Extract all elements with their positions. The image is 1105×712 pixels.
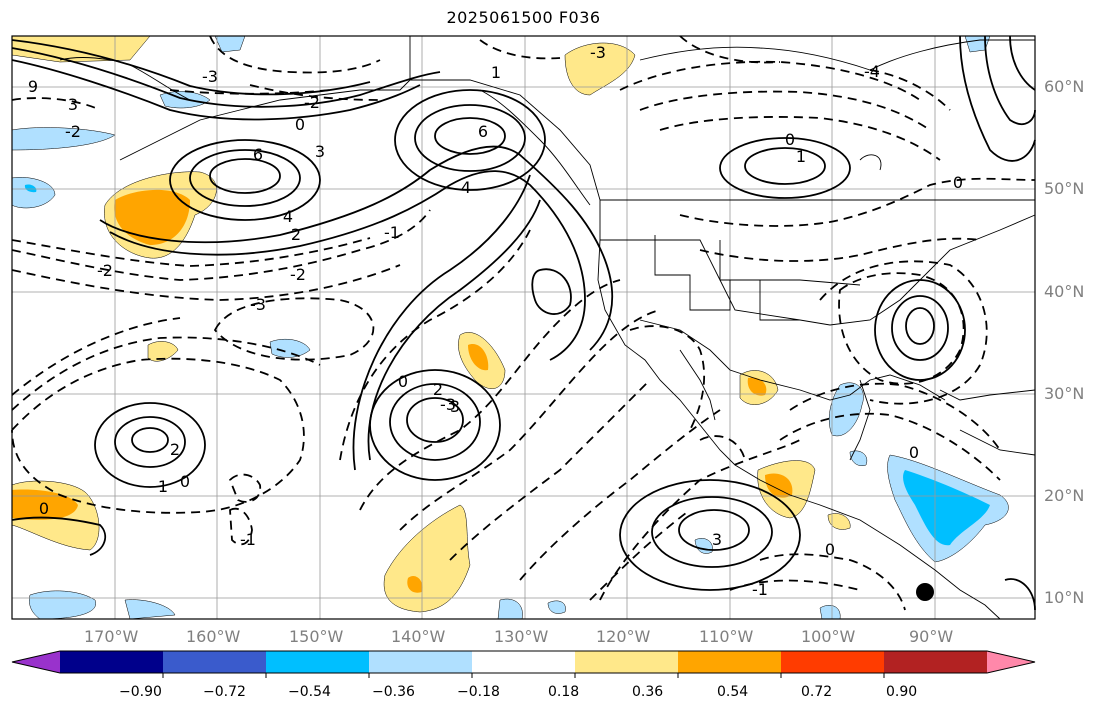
contour-label: 0 <box>295 115 305 134</box>
contour-label: -1 <box>384 223 400 242</box>
map-title: 2025061500 F036 <box>446 8 601 27</box>
lon-label: 120°W <box>596 627 651 646</box>
contour-label: 0 <box>39 499 49 518</box>
lat-label: 20°N <box>1044 486 1085 505</box>
lon-label: 100°W <box>801 627 856 646</box>
colorbar-tick-label: 0.72 <box>801 684 833 700</box>
contour-label: -2 <box>304 93 320 112</box>
colorbar-tick-label: 0.18 <box>548 684 580 700</box>
lon-label: 170°W <box>84 627 139 646</box>
colorbar-segment <box>678 651 782 673</box>
contour-label: 0 <box>398 372 408 391</box>
contour-label: -3 <box>202 67 218 86</box>
map-panel: -3 -3 -4 -3 -3 -2 -2 -2 -2 -1 -1 -1 0 0 … <box>11 35 1036 620</box>
contour-label: 1 <box>158 477 168 496</box>
lat-label: 10°N <box>1044 588 1085 607</box>
contour-label: 3 <box>712 530 722 549</box>
contour-label: -2 <box>97 261 113 280</box>
lat-label: 30°N <box>1044 384 1085 403</box>
contour-label: 0 <box>909 443 919 462</box>
colorbar-tick-label: −0.36 <box>372 684 415 700</box>
contour-label: 1 <box>491 63 501 82</box>
contour-label: 2 <box>291 225 301 244</box>
colorbar-segment <box>575 651 679 673</box>
colorbar-tick-label: 0.90 <box>886 684 918 700</box>
contour-label: 6 <box>478 122 488 141</box>
contour-label: -1 <box>240 530 256 549</box>
contour-label: -4 <box>864 62 880 81</box>
lat-label: 60°N <box>1044 77 1085 96</box>
coastlines <box>59 36 1036 620</box>
lat-label: 50°N <box>1044 179 1085 198</box>
lon-label: 140°W <box>391 627 446 646</box>
contour-label: -3 <box>250 295 266 314</box>
graticule <box>12 36 1035 619</box>
lon-label: 130°W <box>494 627 549 646</box>
contour-label: -2 <box>65 122 81 141</box>
contour-label: 3 <box>315 142 325 161</box>
colorbar-segment <box>60 651 164 673</box>
contour-label: -2 <box>290 265 306 284</box>
colorbar-tick-label: −0.18 <box>457 684 500 700</box>
solid-contours <box>11 35 1036 611</box>
colorbar-segment <box>472 651 576 673</box>
contour-label: 6 <box>253 145 263 164</box>
colorbar-outline <box>11 650 1036 674</box>
contour-label: 4 <box>283 207 293 226</box>
colorbar <box>11 650 1036 678</box>
anomaly-shading <box>11 35 1009 620</box>
colorbar-tick-label: 0.36 <box>632 684 664 700</box>
lon-label: 90°W <box>909 627 954 646</box>
colorbar-segment <box>266 651 370 673</box>
contour-label: 4 <box>461 178 471 197</box>
contour-label: 3 <box>68 95 78 114</box>
colorbar-extend-low <box>12 651 60 673</box>
contour-label: 3 <box>450 397 460 416</box>
contour-label: 0 <box>953 173 963 192</box>
lon-label: 110°W <box>699 627 754 646</box>
contour-label: 0 <box>785 130 795 149</box>
contour-label: 0 <box>180 472 190 491</box>
colorbar-extend-high <box>987 651 1035 673</box>
colorbar-tick-label: 0.54 <box>717 684 749 700</box>
colorbar-segment <box>163 651 267 673</box>
contour-labels: -3 -3 -4 -3 -3 -2 -2 -2 -2 -1 -1 -1 0 0 … <box>28 43 963 599</box>
colorbar-segment <box>884 651 988 673</box>
contour-label: -3 <box>440 395 456 414</box>
lon-label: 160°W <box>186 627 241 646</box>
contour-label: -3 <box>590 43 606 62</box>
contour-label: 2 <box>170 440 180 459</box>
contour-label: 0 <box>825 540 835 559</box>
contour-label: 9 <box>28 77 38 96</box>
contour-label: 2 <box>433 380 443 399</box>
lon-label: 150°W <box>289 627 344 646</box>
colorbar-tick-label: −0.90 <box>119 684 162 700</box>
contour-label: -1 <box>752 580 768 599</box>
colorbar-tick-label: −0.72 <box>203 684 246 700</box>
colorbar-segment <box>781 651 885 673</box>
contour-label: 1 <box>796 147 806 166</box>
location-marker <box>916 583 934 601</box>
colorbar-segment <box>369 651 473 673</box>
colorbar-tick-label: −0.54 <box>288 684 331 700</box>
dashed-contours <box>11 35 1036 611</box>
lat-label: 40°N <box>1044 282 1085 301</box>
